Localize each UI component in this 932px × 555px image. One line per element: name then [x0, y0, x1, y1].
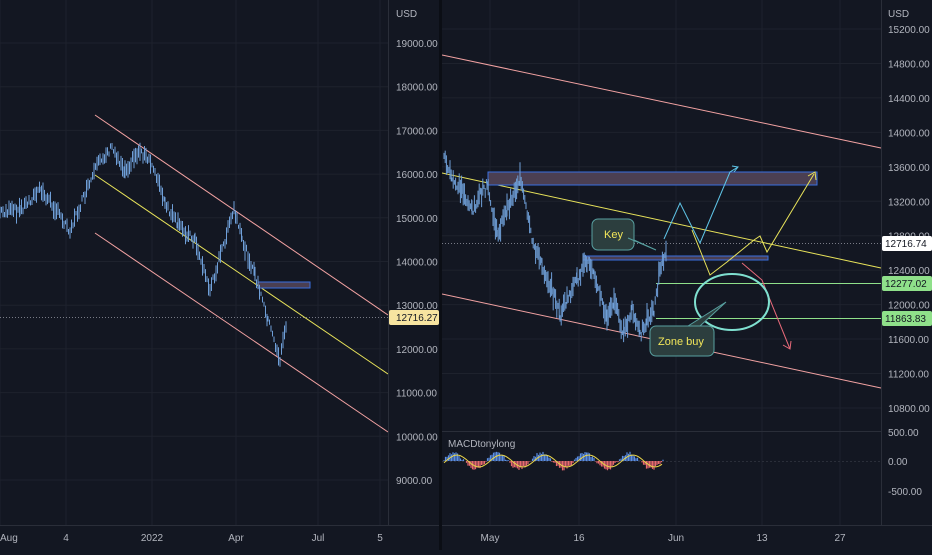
left-y-tick: 16000.00 [396, 170, 438, 181]
level-2-badge [882, 311, 932, 326]
left-axis-unit: USD [396, 9, 417, 20]
projection-arrow-yellow [691, 173, 815, 276]
left-y-tick: 10000.00 [396, 432, 438, 443]
right-chart[interactable]: Key Zone buy MACDtonylong USD 15200.00 14… [441, 0, 932, 550]
right-y-tick: 15200.00 [888, 25, 930, 36]
right-key-box [582, 255, 769, 261]
left-channel-lower [94, 232, 389, 433]
zone-buy-note-bubble [649, 301, 727, 357]
right-y-tick: 14400.00 [888, 94, 930, 105]
indicator-y-ticks: 500.00 0.00 -500.00 [888, 428, 922, 498]
left-price-badge [389, 310, 439, 325]
left-x-tick: 4 [63, 533, 69, 544]
right-x-tick: 27 [834, 533, 846, 544]
indicator-name[interactable]: MACDtonylong [448, 439, 515, 450]
yellow-arrowhead [807, 171, 817, 181]
right-x-tick: 13 [756, 533, 768, 544]
zone-buy-note-text: Zone buy [658, 336, 704, 348]
left-price-series [0, 142, 287, 367]
indicator-y-tick: 500.00 [888, 428, 919, 439]
left-x-tick: 2022 [141, 533, 164, 544]
left-y-tick: 9000.00 [396, 476, 433, 487]
cyan-arrowhead [731, 165, 739, 173]
right-x-tick: May [481, 533, 500, 544]
right-y-tick: 11600.00 [888, 335, 929, 346]
right-axis-unit: USD [888, 9, 909, 20]
left-trendline-yellow [94, 174, 389, 375]
left-x-tick: Aug [0, 533, 18, 544]
right-y-tick: 10800.00 [888, 404, 930, 415]
left-x-tick: 5 [377, 533, 383, 544]
right-x-tick: Jun [668, 533, 684, 544]
left-y-tick: 14000.00 [396, 258, 438, 269]
right-chart-pane[interactable]: Key Zone buy MACDtonylong USD 15200.00 14… [441, 0, 932, 550]
left-x-tick: Apr [228, 533, 244, 544]
right-y-tick: 11200.00 [888, 370, 929, 381]
pink-arrowhead [782, 340, 792, 350]
macd-series [443, 451, 664, 471]
left-price-badge-label: 12716.27 [396, 313, 438, 324]
right-price-series [443, 150, 667, 343]
left-y-tick: 15000.00 [396, 214, 438, 225]
right-x-ticks: May 16 Jun 13 27 [481, 533, 846, 544]
right-y-tick: 13200.00 [888, 197, 930, 208]
left-y-tick: 13000.00 [396, 301, 438, 312]
pane-divider[interactable] [439, 0, 442, 550]
projection-arrow-cyan [663, 166, 739, 245]
right-y-tick: 13600.00 [888, 163, 930, 174]
left-y-tick: 18000.00 [396, 83, 438, 94]
right-y-tick: 12400.00 [888, 266, 930, 277]
left-y-ticks: 19000.00 18000.00 17000.00 16000.00 15000.00… [396, 39, 438, 487]
left-y-tick: 17000.00 [396, 126, 438, 137]
left-chart[interactable]: USD 19000.00 18000.00 17000.00 16000.00 1500… [0, 0, 442, 550]
right-y-tick: 14800.00 [888, 59, 930, 70]
level-2-badge-label: 11863.83 [885, 314, 926, 325]
current-price-badge-label: 12716.74 [885, 239, 927, 250]
right-y-ticks: 15200.00 14800.00 14400.00 14000.00 13600.00… [888, 25, 930, 415]
right-x-tick: 16 [573, 533, 585, 544]
left-resistance-box [257, 281, 311, 289]
left-x-tick: Jul [312, 533, 325, 544]
level-1-badge-label: 12277.02 [885, 279, 927, 290]
left-channel-upper [94, 114, 389, 316]
right-y-tick: 14000.00 [888, 128, 930, 139]
level-1-badge [882, 276, 932, 291]
left-chart-pane[interactable]: USD 19000.00 18000.00 17000.00 16000.00 1500… [0, 0, 442, 550]
left-y-tick: 11000.00 [396, 389, 437, 400]
buy-zone-circle [694, 273, 770, 331]
key-note-bubble [591, 218, 657, 251]
right-channel-upper [441, 54, 882, 149]
left-grid [0, 0, 388, 525]
right-y-tick: 12000.00 [888, 301, 930, 312]
left-y-tick: 19000.00 [396, 39, 438, 50]
indicator-y-tick: 0.00 [888, 457, 908, 468]
current-price-badge [882, 236, 932, 251]
key-note-text: Key [604, 229, 623, 241]
left-x-ticks: Aug 4 2022 Apr Jul 5 [0, 533, 383, 544]
zone-buy-note[interactable]: Zone buy [649, 301, 727, 357]
projection-arrow-pink [741, 262, 791, 350]
indicator-y-tick: -500.00 [888, 487, 922, 498]
macd-signal-line [443, 454, 663, 468]
right-top-resistance-box [487, 171, 818, 186]
right-trendline-yellow [441, 172, 882, 269]
left-y-tick: 12000.00 [396, 345, 438, 356]
key-note[interactable]: Key [591, 218, 657, 251]
